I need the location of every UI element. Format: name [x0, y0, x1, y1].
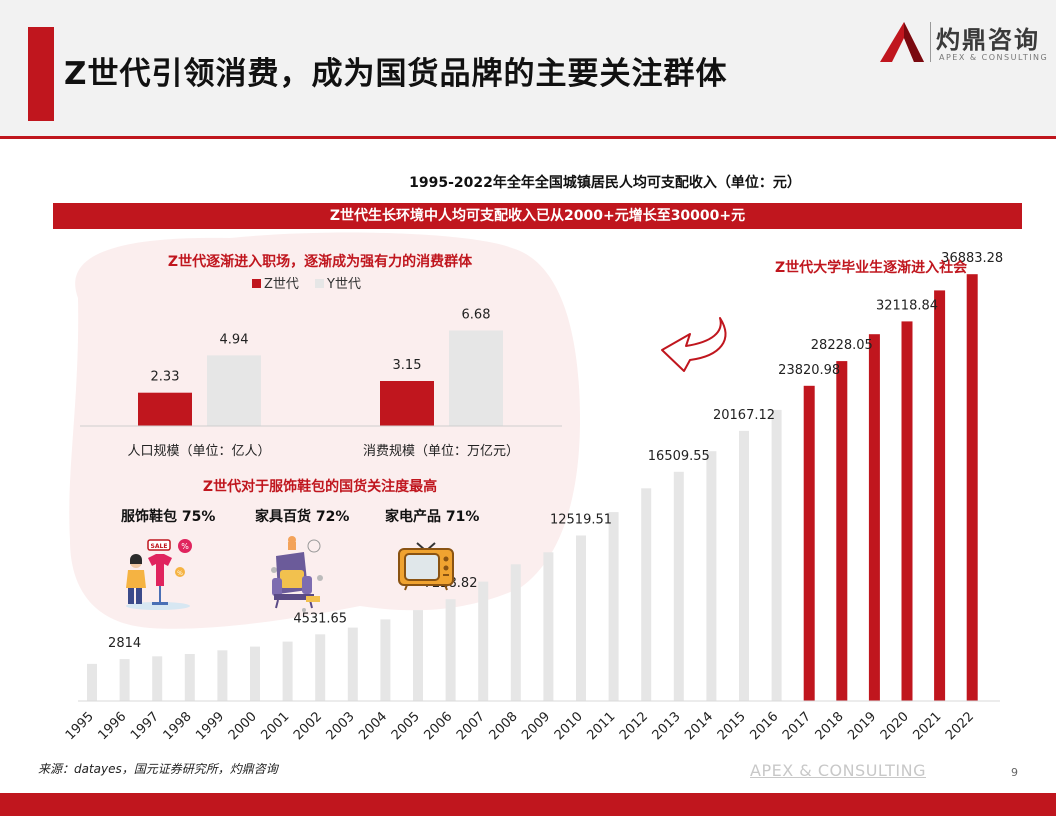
bar-2019 — [868, 334, 880, 701]
bar-2018 — [836, 361, 848, 701]
logo-separator — [930, 22, 931, 62]
brand-logo: 灼鼎咨询 APEX & CONSULTING — [878, 18, 1048, 68]
graduates-annotation: Z世代大学毕业生逐渐进入社会 — [775, 260, 968, 276]
logo-text-en: APEX & CONSULTING — [939, 53, 1049, 62]
data-label-2002: 4531.65 — [293, 611, 347, 626]
category-section-title: Z世代对于服饰鞋包的国货关注度最高 — [202, 479, 438, 495]
footer-bar — [0, 793, 1056, 816]
inset-value-label-0-1: 4.94 — [220, 332, 249, 347]
sofa-icon — [271, 536, 323, 612]
inset-value-label-1-1: 6.68 — [462, 308, 491, 323]
bar-1999 — [217, 650, 228, 701]
page-title: Z世代引领消费，成为国货品牌的主要关注群体 — [64, 56, 728, 92]
bar-2021 — [934, 290, 946, 701]
bar-2004 — [380, 619, 391, 701]
data-label-2010: 12519.51 — [550, 513, 612, 528]
inset-bar-1-0 — [380, 381, 434, 426]
bar-2014 — [706, 451, 717, 701]
television-icon — [398, 542, 454, 591]
inset-title: Z世代逐渐进入职场，逐渐成为强有力的消费群体 — [167, 254, 473, 270]
category-label-furniture: 家具百货 72% — [255, 509, 350, 525]
logo-triangle-icon — [880, 22, 924, 62]
bar-2016 — [771, 409, 782, 701]
bar-2007 — [478, 581, 489, 701]
data-label-2020: 32118.84 — [876, 298, 938, 313]
legend-label-z: Z世代 — [264, 277, 299, 292]
source-note: 来源：datayes，国元证券研究所，灼鼎咨询 — [38, 762, 278, 776]
bar-2012 — [641, 488, 652, 701]
svg-text:%: % — [177, 570, 183, 577]
footer-brand-link[interactable]: APEX & CONSULTING — [750, 761, 926, 780]
bar-2010 — [576, 535, 586, 701]
bar-2011 — [608, 512, 619, 701]
header-divider — [0, 136, 1056, 139]
logo-text-cn: 灼鼎咨询 — [936, 26, 1040, 54]
bar-2022 — [966, 274, 978, 701]
legend-swatch-z — [252, 279, 261, 288]
title-accent-bar — [28, 27, 54, 121]
shopping-clothes-icon: SALE % % — [126, 539, 192, 610]
inset-legend: Z世代 Y世代 — [252, 273, 361, 292]
data-label-2018: 28228.05 — [811, 338, 873, 353]
data-label-1996: 2814 — [108, 636, 141, 651]
inset-value-label-1-0: 3.15 — [393, 358, 422, 373]
bar-1998 — [184, 654, 195, 701]
data-label-2013: 16509.55 — [648, 449, 710, 464]
highlight-banner: Z世代生长环境中人均可支配收入已从2000+元增长至30000+元 — [53, 203, 1022, 229]
bar-1997 — [152, 656, 163, 701]
svg-text:SALE: SALE — [151, 543, 168, 550]
page-number: 9 — [1011, 766, 1018, 779]
bar-2020 — [901, 321, 913, 701]
bar-2002 — [315, 634, 326, 701]
category-label-appliances: 家电产品 71% — [385, 509, 480, 525]
bar-2000 — [250, 646, 260, 701]
data-label-2015: 20167.12 — [713, 408, 775, 423]
bar-2015 — [739, 430, 749, 701]
bar-2008 — [510, 564, 521, 701]
chart-title: 1995-2022年全年全国城镇居民人均可支配收入（单位：元） — [409, 175, 801, 191]
inset-value-label-0-0: 2.33 — [151, 370, 180, 385]
inset-bar-1-1 — [449, 330, 503, 426]
bar-1995 — [87, 663, 97, 701]
bar-2003 — [347, 627, 358, 701]
data-label-2022: 36883.28 — [941, 251, 1003, 266]
bar-2017 — [803, 385, 815, 701]
svg-text:%: % — [181, 542, 189, 551]
inset-category-label-0: 人口规模（单位：亿人） — [127, 444, 270, 459]
data-label-2017: 23820.98 — [778, 363, 840, 378]
bar-2001 — [282, 641, 293, 701]
bar-2013 — [673, 471, 684, 701]
inset-category-label-1: 消费规模（单位：万亿元） — [363, 444, 519, 459]
inset-bar-0-1 — [207, 355, 261, 426]
bar-1996 — [119, 659, 130, 701]
header-background — [0, 0, 1056, 136]
inset-bar-0-0 — [138, 392, 192, 426]
bar-2006 — [445, 599, 456, 701]
legend-swatch-y — [315, 279, 325, 288]
bar-2009 — [543, 552, 554, 701]
legend-label-y: Y世代 — [327, 277, 361, 292]
category-label-apparel: 服饰鞋包 75% — [121, 509, 216, 525]
bar-2005 — [413, 610, 423, 701]
